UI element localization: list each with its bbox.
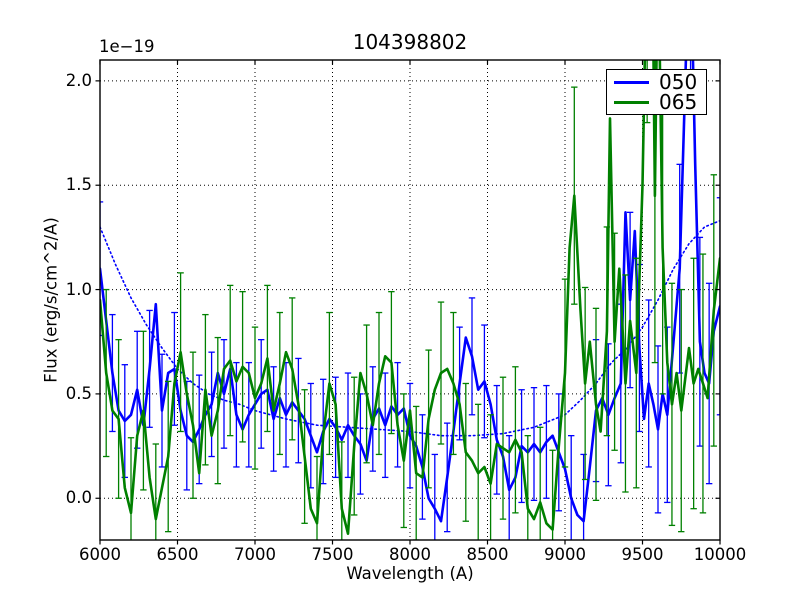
- y-tick-label: 1.5: [65, 175, 92, 195]
- y-tick-label: 2.0: [65, 70, 92, 90]
- x-tick-label: 9500: [621, 545, 664, 564]
- series-line-065: [100, 60, 720, 536]
- chart-title: 104398802: [352, 30, 468, 54]
- legend-label-050: 050: [659, 70, 698, 94]
- x-tick-label: 8000: [389, 545, 431, 564]
- legend: 050 065: [606, 69, 708, 115]
- legend-line-sample-065: [614, 100, 649, 104]
- x-axis-label: Wavelength (A): [346, 564, 474, 583]
- x-tick-label: 7500: [311, 545, 354, 564]
- y-tick-label: 0.5: [65, 383, 92, 403]
- y-tick-label: 0.0: [65, 488, 92, 508]
- x-tick-label: 7000: [234, 545, 276, 564]
- y-tick-label: 1.0: [65, 279, 92, 299]
- legend-entry-050: 050: [614, 72, 697, 92]
- x-tick-label: 9000: [544, 545, 586, 564]
- x-tick-label: 6500: [156, 545, 199, 564]
- legend-label-065: 065: [659, 90, 698, 114]
- legend-line-sample-050: [614, 80, 649, 84]
- x-tick-label: 6000: [79, 545, 121, 564]
- x-tick-label: 8500: [466, 545, 509, 564]
- y-axis-offset-text: 1e−19: [99, 37, 155, 56]
- legend-entry-065: 065: [614, 92, 697, 112]
- x-tick-label: 10000: [693, 545, 747, 564]
